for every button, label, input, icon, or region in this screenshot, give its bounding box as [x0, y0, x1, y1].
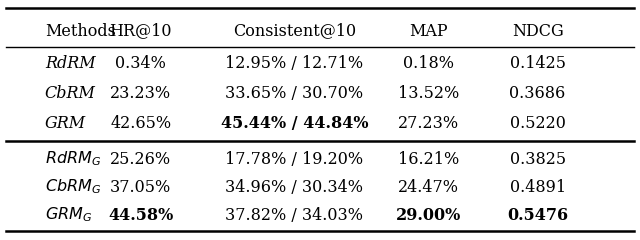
Text: MAP: MAP: [410, 23, 448, 40]
Text: 0.4891: 0.4891: [509, 179, 566, 196]
Text: 29.00%: 29.00%: [396, 206, 461, 223]
Text: $\mathit{CbRM}$$_G$: $\mathit{CbRM}$$_G$: [45, 178, 101, 196]
Text: NDCG: NDCG: [512, 23, 563, 40]
Text: 13.52%: 13.52%: [398, 84, 460, 102]
Text: HR@10: HR@10: [109, 23, 172, 40]
Text: 0.3686: 0.3686: [509, 84, 566, 102]
Text: $\mathit{GRM}$$_G$: $\mathit{GRM}$$_G$: [45, 206, 92, 224]
Text: GRM: GRM: [45, 114, 86, 132]
Text: 16.21%: 16.21%: [398, 150, 460, 168]
Text: 17.78% / 19.20%: 17.78% / 19.20%: [225, 150, 364, 168]
Text: 23.23%: 23.23%: [110, 84, 172, 102]
Text: Consistent@10: Consistent@10: [233, 23, 356, 40]
Text: 12.95% / 12.71%: 12.95% / 12.71%: [225, 54, 364, 72]
Text: 25.26%: 25.26%: [110, 150, 172, 168]
Text: 0.34%: 0.34%: [115, 54, 166, 72]
Text: Methods: Methods: [45, 23, 116, 40]
Text: 0.5476: 0.5476: [507, 206, 568, 223]
Text: $\mathit{RdRM}$$_G$: $\mathit{RdRM}$$_G$: [45, 150, 101, 168]
Text: 34.96% / 30.34%: 34.96% / 30.34%: [225, 179, 364, 196]
Text: 33.65% / 30.70%: 33.65% / 30.70%: [225, 84, 364, 102]
Text: RdRM: RdRM: [45, 54, 95, 72]
Text: 27.23%: 27.23%: [398, 114, 460, 132]
Text: 0.1425: 0.1425: [509, 54, 566, 72]
Text: CbRM: CbRM: [45, 84, 95, 102]
Text: 0.5220: 0.5220: [509, 114, 566, 132]
Text: 0.18%: 0.18%: [403, 54, 454, 72]
Text: 45.44% / 44.84%: 45.44% / 44.84%: [221, 114, 368, 132]
Text: 0.3825: 0.3825: [509, 150, 566, 168]
Text: 24.47%: 24.47%: [398, 179, 460, 196]
Text: 37.82% / 34.03%: 37.82% / 34.03%: [225, 206, 364, 223]
Text: 37.05%: 37.05%: [110, 179, 172, 196]
Text: 42.65%: 42.65%: [110, 114, 172, 132]
Text: 44.58%: 44.58%: [108, 206, 173, 223]
